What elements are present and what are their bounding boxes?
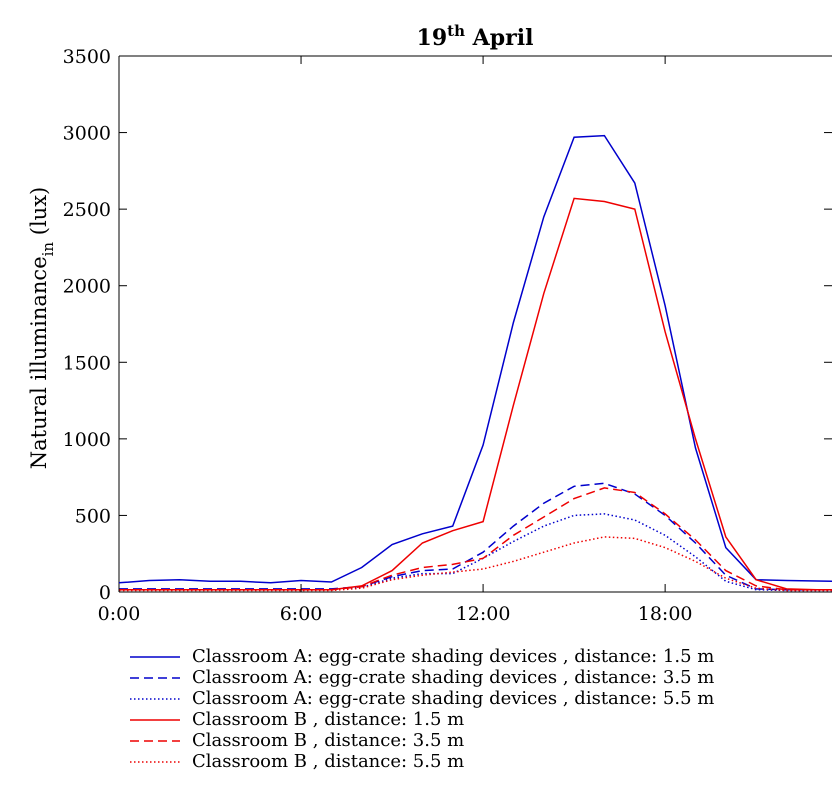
- x-tick-label: 6:00: [280, 603, 323, 625]
- x-tick-label: 12:00: [456, 603, 511, 625]
- legend-item: Classroom A: egg-crate shading devices ,…: [128, 667, 714, 688]
- series-layer: [118, 134, 832, 592]
- x-tick-label: 18:00: [638, 603, 693, 625]
- legend-label: Classroom A: egg-crate shading devices ,…: [192, 646, 715, 667]
- legend-swatch: [130, 760, 180, 763]
- ticks-layer: 0 500 1000 1500 2000 2500 3000 3500 0:00 6:00 12:0…: [63, 46, 832, 625]
- legend-label: Classroom B , distance: 1.5 m: [192, 709, 465, 730]
- y-tick-label: 1000: [63, 429, 111, 451]
- y-tick-label: 1500: [63, 352, 111, 374]
- legend-swatch: [130, 655, 180, 658]
- y-tick-label: 3500: [63, 46, 111, 68]
- legend: Classroom A: egg-crate shading devices ,…: [128, 646, 714, 772]
- legend-item: Classroom B , distance: 3.5 m: [128, 730, 714, 751]
- series-line-5: [119, 487, 832, 591]
- legend-swatch: [130, 739, 180, 742]
- plot-axes: [118, 55, 832, 593]
- series-line-1: [118, 134, 832, 584]
- legend-swatch: [130, 697, 180, 700]
- y-tick-label: 500: [75, 505, 111, 527]
- legend-item: Classroom B , distance: 5.5 m: [128, 751, 714, 772]
- y-tick-label: 3000: [63, 123, 111, 145]
- y-axis-label: Natural illuminancein (lux): [27, 187, 57, 470]
- legend-label: Classroom B , distance: 5.5 m: [192, 751, 465, 772]
- legend-label: Classroom B , distance: 3.5 m: [192, 730, 465, 751]
- legend-item: Classroom A: egg-crate shading devices ,…: [128, 646, 714, 667]
- y-tick-label: 0: [99, 582, 111, 604]
- chart-title: 19th April: [417, 22, 534, 51]
- line-chart: 19th April Natural illuminancein (lux) 0…: [27, 22, 832, 625]
- legend-item: Classroom A: egg-crate shading devices ,…: [128, 688, 714, 709]
- x-tick-label: 0:00: [98, 603, 141, 625]
- series-line-4: [119, 197, 832, 591]
- series-line-6: [119, 536, 832, 592]
- series-line-3: [119, 513, 832, 592]
- legend-swatch: [130, 718, 180, 721]
- legend-label: Classroom A: egg-crate shading devices ,…: [192, 667, 715, 688]
- legend-swatch: [130, 676, 180, 679]
- legend-label: Classroom A: egg-crate shading devices ,…: [192, 688, 715, 709]
- y-tick-label: 2500: [63, 199, 111, 221]
- legend-item: Classroom B , distance: 1.5 m: [128, 709, 714, 730]
- y-tick-label: 2000: [63, 276, 111, 298]
- series-line-2: [119, 482, 832, 591]
